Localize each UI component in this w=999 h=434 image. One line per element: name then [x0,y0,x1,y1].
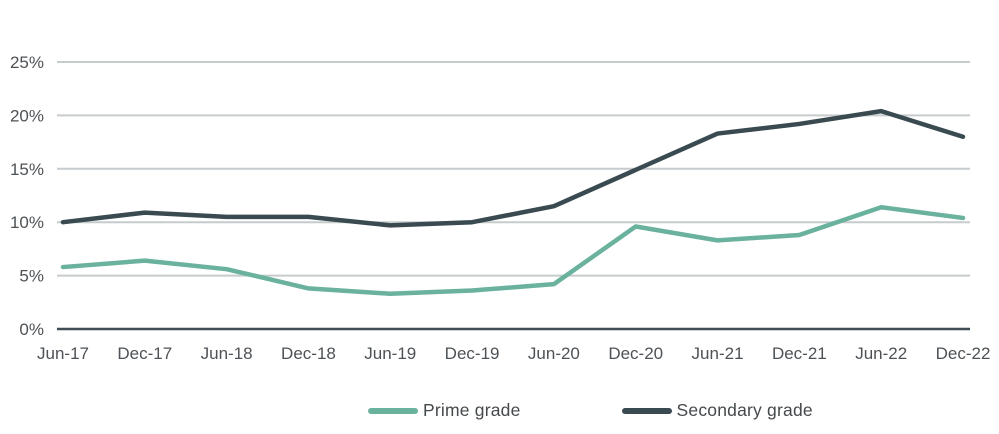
legend-item-prime-grade: Prime grade [368,400,521,421]
legend-label-prime-grade: Prime grade [423,400,521,420]
y-tick-label: 5% [19,267,44,286]
y-tick-label: 10% [10,213,44,232]
y-tick-label: 15% [10,160,44,179]
x-tick-label: Dec-19 [445,344,500,363]
x-tick-label: Dec-22 [936,344,991,363]
x-tick-label: Jun-20 [528,344,580,363]
chart-legend: Prime grade Secondary grade [368,400,813,421]
secondary-grade-line-swatch-icon [621,407,672,414]
x-tick-label: Dec-20 [608,344,663,363]
y-tick-label: 25% [10,53,44,72]
y-tick-label: 20% [10,106,44,125]
x-tick-label: Jun-19 [364,344,416,363]
x-tick-label: Dec-18 [281,344,336,363]
secondary-grade-line [60,108,966,228]
x-tick-label: Jun-21 [692,344,744,363]
x-tick-label: Jun-22 [855,344,907,363]
x-tick-label: Jun-18 [201,344,253,363]
prime-grade-line [60,204,966,297]
prime-grade-line-swatch-icon [368,407,418,414]
y-tick-label: 0% [19,320,44,339]
legend-item-secondary-grade: Secondary grade [621,400,813,421]
x-tick-label: Jun-17 [37,344,89,363]
x-tick-label: Dec-17 [117,344,172,363]
legend-label-secondary-grade: Secondary grade [676,400,813,420]
x-tick-label: Dec-21 [772,344,827,363]
